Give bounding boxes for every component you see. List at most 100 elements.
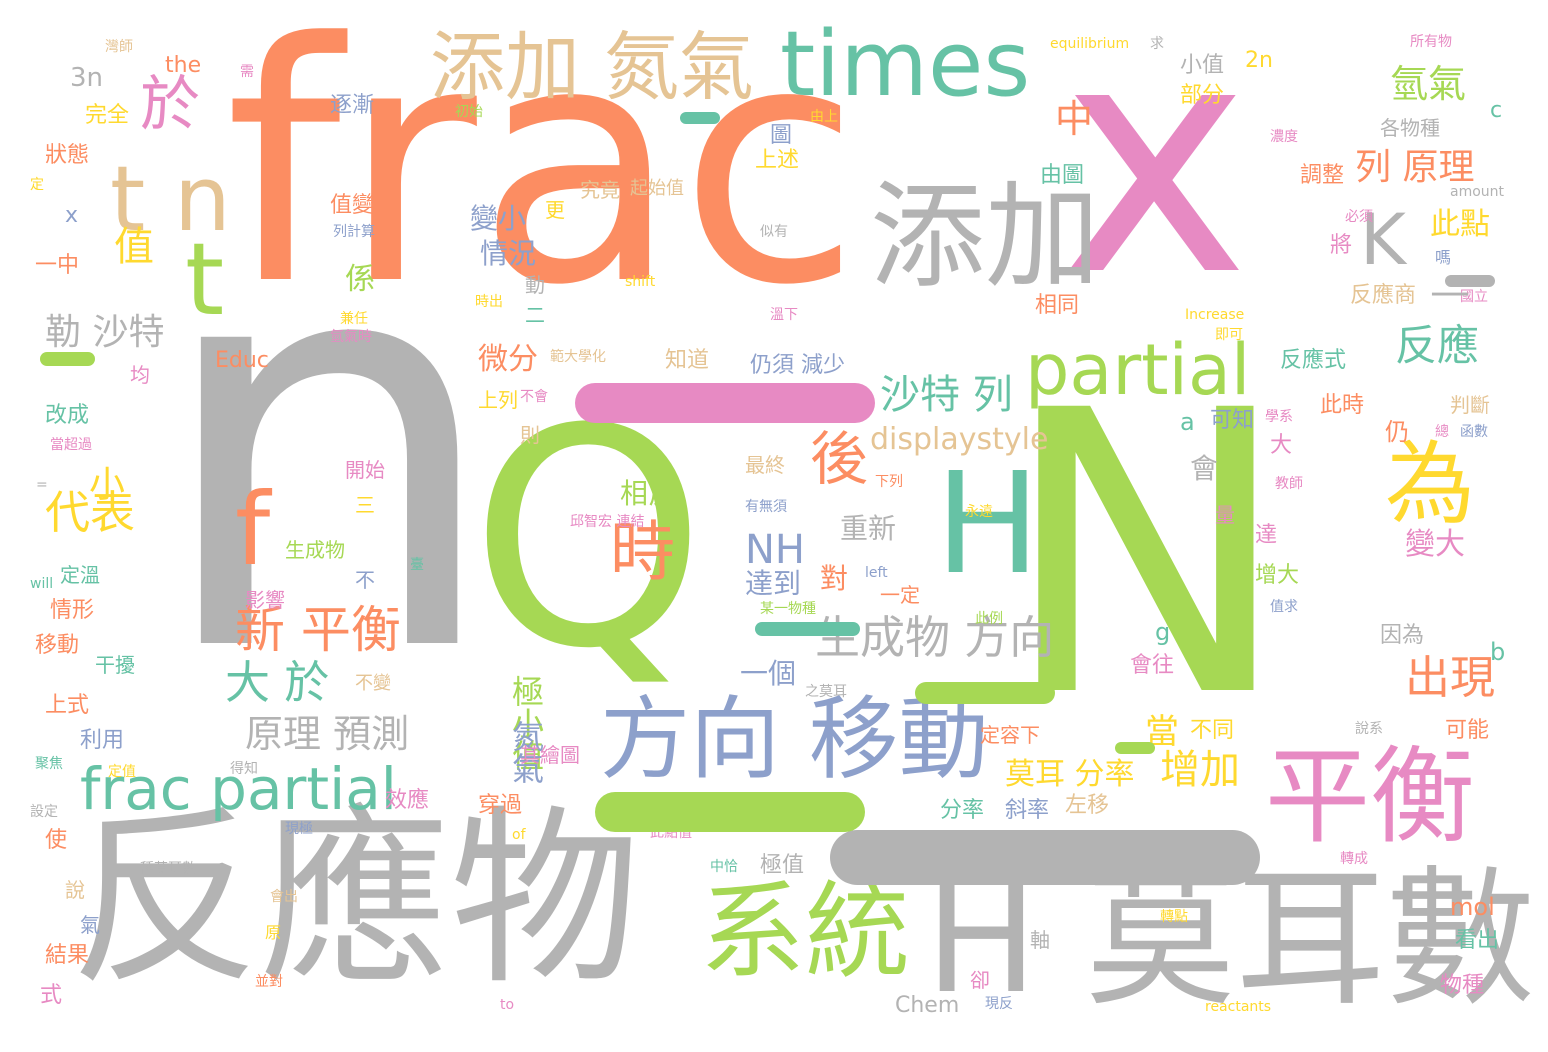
cloud-word-chem-101: Chem (895, 993, 960, 1018)
cloud-word-69: 起始值 (630, 178, 684, 199)
cloud-word-190: 原 (265, 923, 282, 942)
cloud-word-93: 會往 (1130, 653, 1175, 678)
cloud-word-108: 改成 (45, 403, 90, 428)
cloud-word-82: 判斷 (1450, 393, 1490, 417)
cloud-word-156: 時出 (475, 294, 503, 310)
cloud-word-142: 必須 (1345, 209, 1373, 225)
cloud-word-a-84: a (1180, 408, 1195, 436)
cloud-word-left-167: left (865, 565, 888, 581)
cloud-word-67: 值變 (330, 193, 375, 218)
cloud-word-3n-57: 3n (70, 63, 104, 93)
cloud-word-140: 所有物 (1410, 34, 1452, 50)
cloud-word-13: 添加 氮氣 (430, 23, 754, 111)
cloud-word-133: 卻 (970, 968, 990, 992)
cloud-word-times-12: times (780, 12, 1031, 117)
cloud-word-10: 系統 (700, 871, 911, 993)
cloud-word-will-177: will (30, 576, 54, 592)
cloud-word-30: 增加 (1160, 747, 1240, 793)
cloud-word-115: 情形 (50, 598, 95, 623)
cloud-word-of-183: of (512, 827, 526, 843)
cloud-word-102: 極值 (760, 853, 805, 878)
cloud-word-125: 說 (65, 878, 85, 902)
cloud-word-181: 設定 (30, 804, 58, 820)
cloud-word-41: 極小值 (507, 675, 545, 771)
cloud-word-39: 小 (83, 465, 124, 501)
cloud-word-124: 使 (45, 828, 68, 853)
cloud-word-178: 聚焦 (35, 756, 63, 772)
cloud-word-60: 小值 (1180, 53, 1225, 78)
cloud-dash-bar-8 (1445, 275, 1495, 287)
cloud-word-to-193: to (500, 997, 515, 1013)
cloud-word-q-4: Q (470, 365, 707, 714)
cloud-word-127: 結果 (45, 943, 90, 968)
cloud-word-131: 一定 (880, 583, 920, 607)
cloud-word-117: 移動 (35, 633, 80, 658)
cloud-word-22: 後 (810, 425, 869, 493)
cloud-word-48: 變大 (1405, 527, 1465, 562)
cloud-word-112: 生成物 (285, 538, 345, 562)
cloud-word-95: 分率 (940, 798, 985, 823)
cloud-word-175: 值求 (1270, 599, 1298, 615)
cloud-dash-bar-1 (575, 383, 875, 423)
cloud-word-152: 兼任 (340, 311, 368, 327)
cloud-word-x-65: x (65, 203, 79, 228)
cloud-word-113: 不 (355, 568, 375, 592)
cloud-word-14: 為 (1385, 432, 1475, 537)
cloud-word-104: 知道 (665, 348, 710, 373)
cloud-word-165: 永遠 (965, 504, 993, 520)
cloud-word-109: 均 (130, 363, 150, 387)
cloud-dash-bar-6 (680, 112, 720, 124)
cloud-word-85: 可知 (1210, 408, 1255, 433)
cloud-word-166: 邱智宏 連結 (570, 514, 645, 530)
cloud-word-45: 此點 (1430, 207, 1490, 242)
cloud-word-180: 得知 (230, 761, 258, 777)
cloud-word-75: 各物種 (1380, 116, 1440, 140)
cloud-word-amount-143: amount (1450, 184, 1505, 200)
cloud-word-47: 係 (345, 262, 375, 297)
cloud-word-52: 會 (1190, 452, 1219, 485)
cloud-word-79: 相同 (1035, 293, 1080, 318)
cloud-word-46: 微分 (478, 342, 538, 377)
cloud-word-158: 初始 (455, 104, 483, 120)
cloud-word-128: 式 (40, 983, 63, 1008)
cloud-word-k-23: K (1360, 199, 1406, 281)
cloud-word-136: 二 (525, 303, 545, 327)
cloud-word-135: 動 (525, 273, 545, 297)
cloud-word-31: 值 (107, 225, 153, 265)
cloud-word-89: 因為 (1380, 623, 1425, 648)
cloud-word-118: 干擾 (95, 653, 135, 677)
cloud-word-mol-98: mol (1450, 893, 1495, 921)
cloud-word-8: 添加 (870, 170, 1101, 304)
cloud-word-100: 物種 (1440, 973, 1485, 998)
cloud-dash-bar-5 (755, 622, 860, 636)
cloud-word-educ-107: Educ (215, 348, 269, 373)
cloud-word-196: 臺 (410, 557, 424, 573)
cloud-word-50: 情況 (480, 237, 537, 270)
cloud-word-displaystyle-33: displaystyle (870, 422, 1049, 457)
cloud-word-86: 大 (1270, 433, 1293, 458)
cloud-word-116: 定溫 (60, 563, 100, 587)
cloud-word-154: 範大學化 (550, 349, 606, 365)
cloud-word-99: 看出 (1455, 928, 1500, 953)
cloud-word-157: 由上 (810, 109, 838, 125)
cloud-word-185: 中恰 (710, 859, 738, 875)
cloud-word-145: 國立 (1460, 289, 1488, 305)
cloud-word-123: 穿過 (478, 793, 523, 818)
cloud-word-shift-146: shift (625, 274, 656, 290)
cloud-word-150: 似有 (760, 224, 788, 240)
cloud-word-141: 濃度 (1270, 129, 1298, 145)
cloud-word-161: 定 (30, 177, 44, 193)
cloud-word-129: 其繪圖 (520, 743, 580, 767)
cloud-word-71: 上述 (755, 148, 800, 173)
cloud-word-132: 定容下 (980, 723, 1040, 747)
cloud-word-81: 此時 (1320, 393, 1365, 418)
cloud-word-192: 現反 (985, 996, 1013, 1012)
cloud-word-54: 達到 (745, 567, 802, 600)
cloud-word-42: 氮氣 (507, 720, 545, 784)
cloud-word-105: 上列 (478, 388, 518, 412)
cloud-word-139: 求 (1150, 36, 1164, 52)
cloud-word-122: 效應 (385, 788, 430, 813)
cloud-word-187: 轉點 (1160, 909, 1188, 925)
cloud-word-92: 不同 (1190, 718, 1235, 743)
cloud-word-11: 方向 移動 (600, 687, 989, 792)
